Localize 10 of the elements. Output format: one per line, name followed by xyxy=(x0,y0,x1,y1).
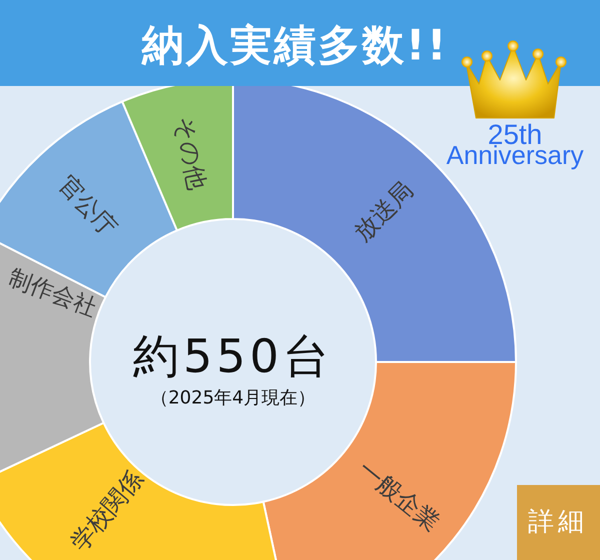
chart-title: 納入実績多数!! xyxy=(140,20,448,70)
text: （2025年4月現在） xyxy=(150,388,316,408)
slice-label: 放送局 xyxy=(348,176,419,247)
slice-label: 制作会社 xyxy=(5,264,100,322)
slice-label: 官公庁 xyxy=(52,170,122,242)
text: 詳細 xyxy=(528,507,588,537)
slice-label: その他 xyxy=(169,114,212,192)
slice-label: 学校関係 xyxy=(65,465,149,556)
slice-label: 一般企業 xyxy=(352,454,445,537)
text: 約550台 xyxy=(133,329,333,383)
